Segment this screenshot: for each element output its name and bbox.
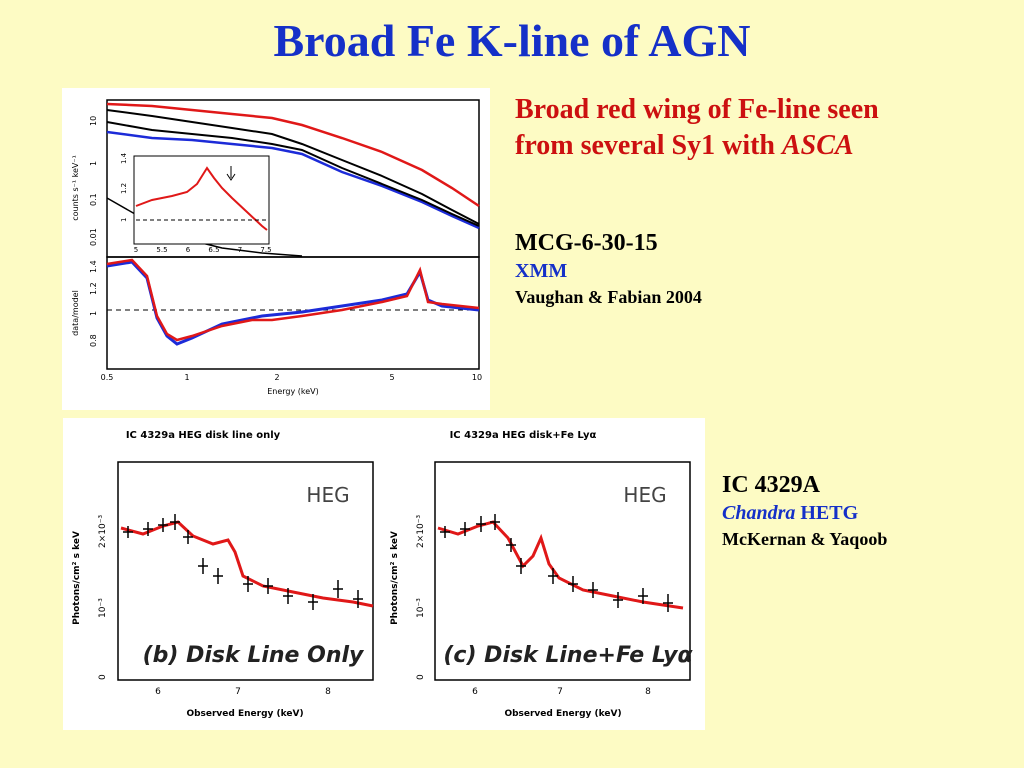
right-xtick-8: 8 — [645, 687, 651, 697]
left-xtick-6: 6 — [155, 687, 161, 697]
mcg-reference: Vaughan & Fabian 2004 — [515, 287, 702, 307]
bottom-frame — [106, 256, 480, 370]
ytick-top-1: 1 — [89, 161, 98, 166]
inset-frame — [133, 155, 270, 245]
right-frame — [434, 461, 691, 681]
left-xtick-7: 7 — [235, 687, 241, 697]
left-panel-title: IC 4329a HEG disk line only — [126, 430, 281, 441]
ytick-bot-0.8: 0.8 — [89, 334, 98, 347]
blue-spectrum — [106, 130, 480, 230]
inset-yticks: 1.4 1.2 1 — [120, 152, 128, 222]
right-ytick-1e-3: 10⁻³ — [416, 598, 426, 618]
left-xticks: 6 7 8 — [155, 687, 331, 697]
mcg-figure-svg: 10 1 0.1 0.01 counts s⁻¹ keV⁻¹ 1.4 1.2 1… — [71, 99, 482, 396]
left-heg-label: HEG — [306, 483, 349, 507]
ic-block: IC 4329A Chandra HETG McKernan & Yaqoob — [722, 470, 887, 552]
inset-line — [135, 166, 268, 231]
right-xlabel: Observed Energy (keV) — [504, 709, 621, 719]
xtick-0.5: 0.5 — [101, 373, 114, 382]
inset-xtick-5: 5 — [134, 246, 138, 254]
inset-xtick-6: 6 — [186, 246, 191, 254]
inset-xtick-5.5: 5.5 — [156, 246, 167, 254]
left-yticks: 2×10⁻³ 10⁻³ 0 — [98, 515, 108, 680]
top-ylabel: counts s⁻¹ keV⁻¹ — [71, 155, 80, 221]
headline-line2-prefix: from several Sy1 with — [515, 130, 782, 161]
right-ytick-0: 0 — [416, 674, 426, 680]
left-xtick-8: 8 — [325, 687, 331, 697]
inset-ytick-1.4: 1.4 — [120, 152, 128, 164]
inset-xtick-6.5: 6.5 — [208, 246, 219, 254]
inset-xtick-7: 7 — [238, 246, 242, 254]
headline-asca: ASCA — [782, 130, 854, 161]
left-ytick-2e-3: 2×10⁻³ — [98, 515, 108, 548]
right-xticks: 6 7 8 — [472, 687, 651, 697]
ytick-bot-1: 1 — [89, 311, 98, 316]
xticks: 0.5 1 2 5 10 — [101, 373, 482, 382]
red-spectrum — [106, 102, 480, 208]
ytick-bot-1.2: 1.2 — [89, 282, 98, 295]
bottom-ylabel: data/model — [71, 290, 80, 336]
right-xtick-7: 7 — [557, 687, 563, 697]
black-model-top — [106, 109, 480, 225]
right-caption: (c) Disk Line+Fe Lyα — [443, 643, 693, 668]
ytick-top-10: 10 — [89, 116, 98, 126]
inset-ytick-1.2: 1.2 — [120, 183, 128, 194]
mcg-name: MCG-6-30-15 — [515, 230, 658, 256]
ytick-top-0.1: 0.1 — [89, 193, 98, 206]
top-yticks: 10 1 0.1 0.01 — [89, 116, 98, 246]
headline-line2: from several Sy1 with ASCA — [515, 128, 1015, 164]
right-heg-label: HEG — [623, 483, 666, 507]
ic-instrument-chandra: Chandra — [722, 502, 796, 524]
headline: Broad red wing of Fe-line seen from seve… — [515, 92, 1015, 164]
xtick-5: 5 — [389, 373, 394, 382]
left-caption: (b) Disk Line Only — [143, 643, 365, 668]
right-model-curve — [437, 520, 684, 610]
left-xlabel: Observed Energy (keV) — [186, 709, 303, 719]
right-panel-title: IC 4329a HEG disk+Fe Lyα — [450, 430, 597, 441]
right-ytick-2e-3: 2×10⁻³ — [416, 515, 426, 548]
ic-instrument: Chandra HETG — [722, 500, 887, 526]
black-model-bottom — [106, 121, 480, 227]
inset-xticks: 5 5.5 6 6.5 7 7.5 — [134, 246, 272, 254]
ratio-red — [106, 258, 480, 342]
xtick-1: 1 — [184, 373, 189, 382]
left-model-curve — [120, 520, 374, 608]
ratio-blue — [106, 260, 480, 346]
ic-figure-svg: IC 4329a HEG disk line only HEG (b) Disk… — [72, 430, 693, 719]
slide-title: Broad Fe K-line of AGN — [273, 15, 751, 66]
ic-figure: IC 4329a HEG disk line only HEG (b) Disk… — [63, 418, 705, 730]
left-errorbars — [123, 514, 363, 610]
right-errorbars — [440, 514, 673, 612]
bottom-yticks: 1.4 1.2 1 0.8 — [89, 260, 98, 347]
left-ytick-0: 0 — [98, 674, 108, 680]
right-ylabel: Photons/cm² s keV — [390, 531, 400, 625]
ytick-top-0.01: 0.01 — [89, 228, 98, 246]
ic-instrument-hetg: HETG — [795, 502, 859, 524]
right-xtick-6: 6 — [472, 687, 478, 697]
left-ylabel: Photons/cm² s keV — [72, 531, 82, 625]
ic-name: IC 4329A — [722, 472, 821, 498]
left-frame — [117, 461, 374, 681]
top-xlabel: Energy (keV) — [267, 387, 319, 396]
left-ytick-1e-3: 10⁻³ — [98, 598, 108, 618]
xtick-2: 2 — [274, 373, 279, 382]
inset-xtick-7.5: 7.5 — [260, 246, 271, 254]
right-yticks: 2×10⁻³ 10⁻³ 0 — [416, 515, 426, 680]
headline-line1: Broad red wing of Fe-line seen — [515, 94, 879, 125]
mcg-instrument: XMM — [515, 260, 568, 282]
xtick-10: 10 — [472, 373, 482, 382]
mcg-figure: 10 1 0.1 0.01 counts s⁻¹ keV⁻¹ 1.4 1.2 1… — [62, 88, 490, 410]
ic-reference: McKernan & Yaqoob — [722, 529, 888, 549]
left-data-points — [123, 514, 363, 610]
ytick-bot-1.4: 1.4 — [89, 260, 98, 273]
top-axes — [106, 99, 480, 370]
inset-ytick-1: 1 — [120, 218, 128, 222]
mcg-block: MCG-6-30-15 XMM Vaughan & Fabian 2004 — [515, 228, 702, 310]
inset-arrow-icon — [226, 166, 236, 181]
right-data-points — [440, 514, 673, 612]
